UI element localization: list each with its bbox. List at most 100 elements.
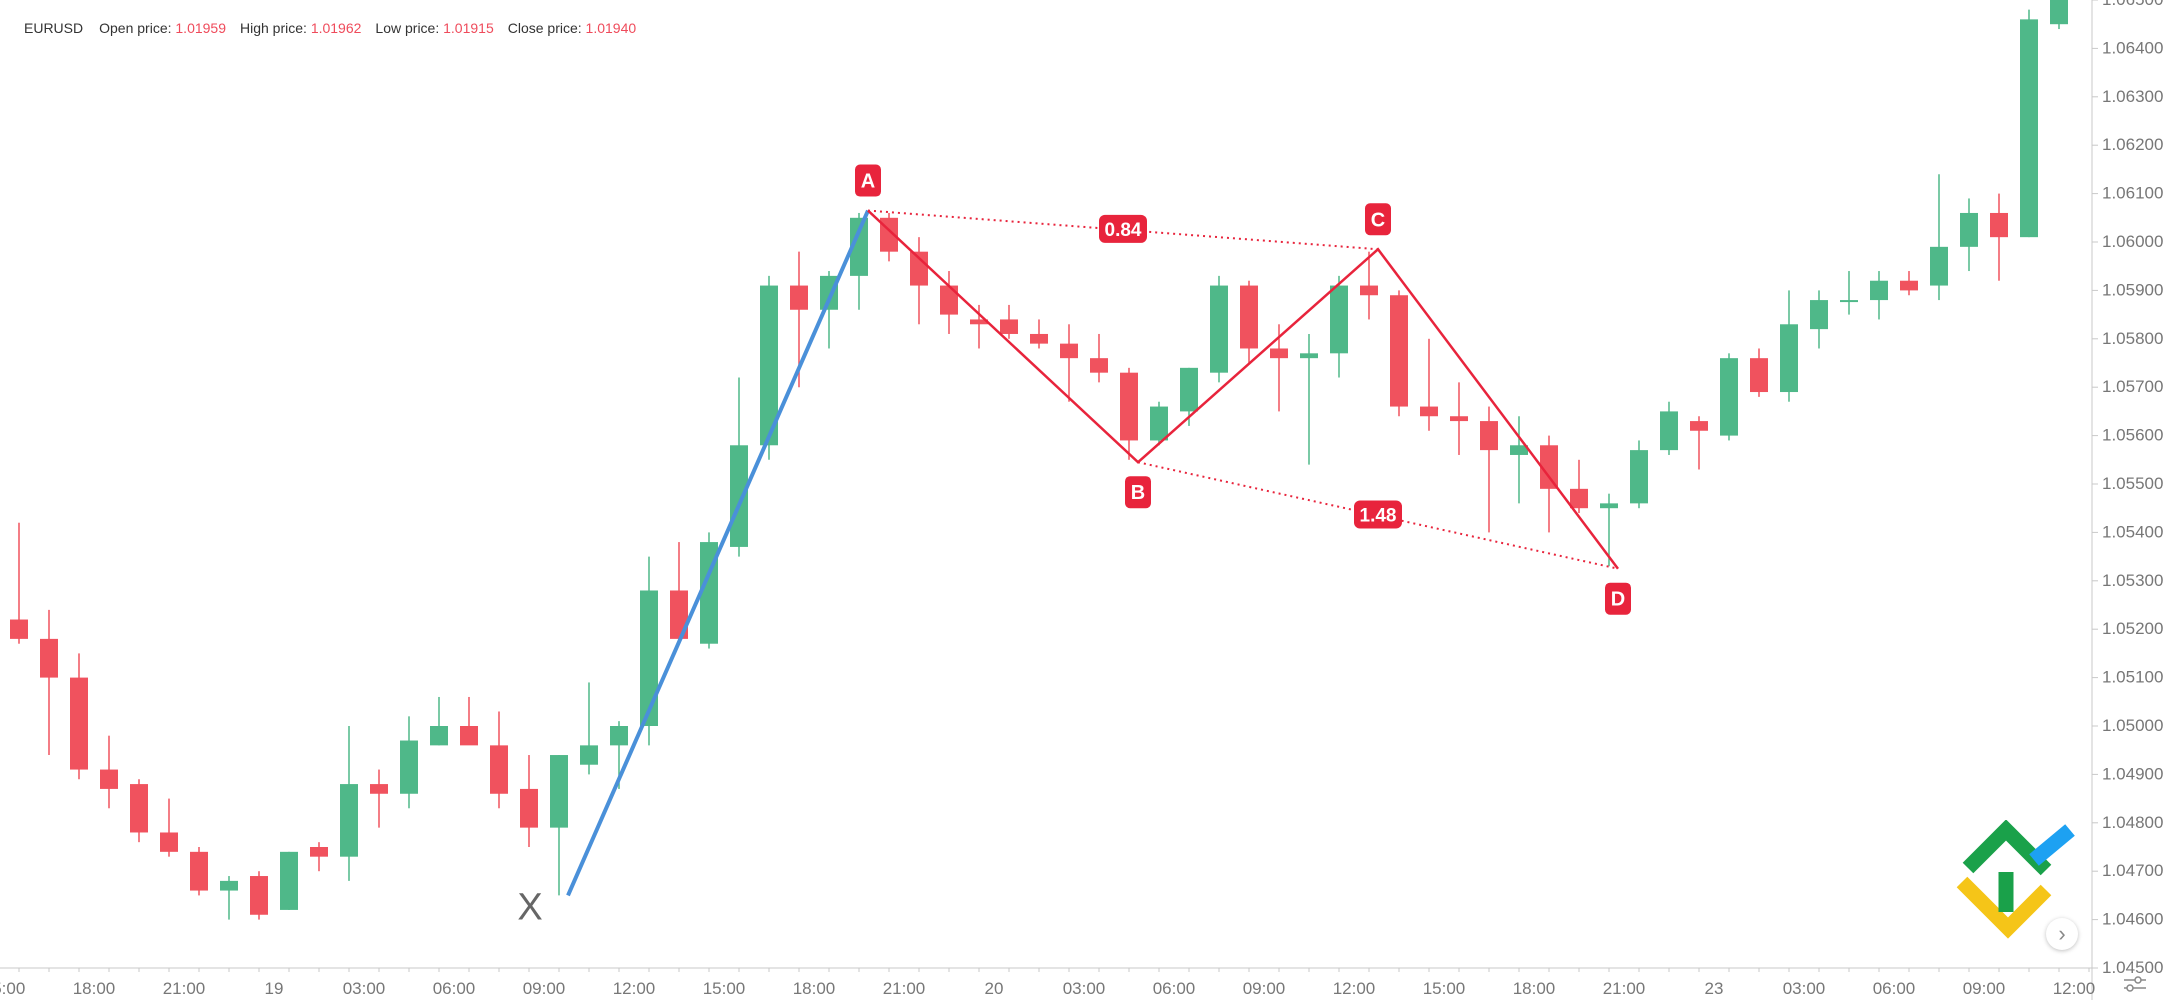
chevron-right-icon: › <box>2058 921 2066 946</box>
candle-body <box>1780 324 1798 393</box>
candle-body <box>640 590 658 726</box>
candle-body <box>280 851 298 910</box>
candle-body <box>580 745 598 765</box>
ratio-label-box <box>1099 214 1147 243</box>
point-label-a: A <box>861 171 875 193</box>
xa-leg-line <box>566 209 870 897</box>
price-tick-label: 1.05800 <box>2102 329 2163 348</box>
ratio-label: 1.48 <box>1360 505 1397 526</box>
time-tick-label: 19 <box>265 979 284 998</box>
low-label: Low price: <box>375 20 440 36</box>
price-tick-label: 1.06300 <box>2102 87 2163 106</box>
candle-body <box>1660 411 1678 451</box>
ratio-label: 0.84 <box>1105 220 1142 241</box>
time-tick-label: 20 <box>985 979 1004 998</box>
price-tick-label: 1.05000 <box>2102 716 2163 735</box>
price-tick-label: 1.06400 <box>2102 38 2163 57</box>
candle-body <box>940 285 958 315</box>
candle-body <box>1270 348 1288 359</box>
point-marker-c <box>1365 203 1391 236</box>
candle-body <box>1030 333 1048 344</box>
candle-body <box>250 876 268 915</box>
candles-group <box>10 0 2068 920</box>
candle-body <box>1900 280 1918 291</box>
time-tick-label: 09:00 <box>1963 979 2006 998</box>
time-tick-label: 15:00 <box>1423 979 1466 998</box>
candle-body <box>1810 300 1828 330</box>
open-label: Open price: <box>99 20 172 36</box>
time-tick-label: 18:00 <box>793 979 836 998</box>
candle-body <box>610 726 628 746</box>
candle-body <box>1150 406 1168 441</box>
time-tick-label: 06:00 <box>433 979 476 998</box>
candle-body <box>400 740 418 794</box>
price-tick-label: 1.05400 <box>2102 522 2163 541</box>
candle-body <box>220 880 238 891</box>
sliders-icon <box>2124 976 2146 992</box>
scroll-right-button[interactable]: › <box>2046 918 2078 950</box>
candle-body <box>1690 421 1708 431</box>
time-tick-label: 03:00 <box>343 979 386 998</box>
time-tick-label: 15:00 <box>703 979 746 998</box>
chart-settings-button[interactable] <box>2120 972 2150 996</box>
candle-body <box>1060 343 1078 359</box>
candle-body <box>40 638 58 678</box>
candle-body <box>1000 319 1018 334</box>
candle-body <box>1600 503 1618 509</box>
candle-body <box>520 788 538 828</box>
candle-body <box>1090 358 1108 373</box>
candle-body <box>1330 285 1348 354</box>
candle-body <box>1840 300 1858 303</box>
candle-body <box>160 832 178 852</box>
abcd-legs-line <box>867 209 1619 570</box>
candle-body <box>1750 358 1768 393</box>
point-marker-d <box>1605 582 1631 615</box>
candle-body <box>1480 421 1498 451</box>
time-tick-label: 09:00 <box>523 979 566 998</box>
candle-body <box>1420 406 1438 417</box>
candle-body <box>1570 488 1588 509</box>
candle-body <box>2050 0 2068 25</box>
price-tick-label: 1.04700 <box>2102 861 2163 880</box>
time-tick-label: 18:00 <box>1513 979 1556 998</box>
candle-body <box>1300 353 1318 359</box>
time-tick-label: 21:00 <box>883 979 926 998</box>
open-value: 1.01959 <box>175 20 226 36</box>
price-tick-label: 1.06000 <box>2102 232 2163 251</box>
candle-body <box>1540 445 1558 489</box>
time-tick-label: 15:00 <box>0 979 25 998</box>
candle-body <box>1450 416 1468 422</box>
candle-body <box>730 445 748 547</box>
point-label-d: D <box>1611 589 1625 611</box>
candle-body <box>370 784 388 794</box>
candle-body <box>310 847 328 857</box>
point-marker-a <box>855 164 881 197</box>
candle-body <box>1960 212 1978 247</box>
price-tick-label: 1.05100 <box>2102 668 2163 687</box>
price-tick-label: 1.05700 <box>2102 377 2163 396</box>
candle-body <box>460 726 478 746</box>
price-tick-label: 1.06200 <box>2102 135 2163 154</box>
candle-body <box>760 285 778 446</box>
price-tick-label: 1.04800 <box>2102 813 2163 832</box>
ratio-label-box <box>1354 500 1402 529</box>
candle-body <box>850 217 868 276</box>
time-tick-label: 12:00 <box>1333 979 1376 998</box>
ratio-dotted-line <box>1137 461 1619 570</box>
time-tick-label: 06:00 <box>1153 979 1196 998</box>
close-value: 1.01940 <box>585 20 637 36</box>
high-label: High price: <box>240 20 307 36</box>
candle-body <box>790 285 808 310</box>
price-tick-label: 1.04500 <box>2102 958 2163 977</box>
candle-body <box>430 726 448 746</box>
price-tick-label: 1.05300 <box>2102 571 2163 590</box>
time-tick-label: 03:00 <box>1063 979 1106 998</box>
price-tick-label: 1.05600 <box>2102 426 2163 445</box>
candle-body <box>910 251 928 286</box>
close-label: Close price: <box>507 20 582 36</box>
candle-body <box>190 851 208 891</box>
ohlc-legend: EURUSD Open price: 1.01959 High price: 1… <box>24 20 650 36</box>
price-tick-label: 1.05500 <box>2102 474 2163 493</box>
time-tick-label: 12:00 <box>2053 979 2096 998</box>
